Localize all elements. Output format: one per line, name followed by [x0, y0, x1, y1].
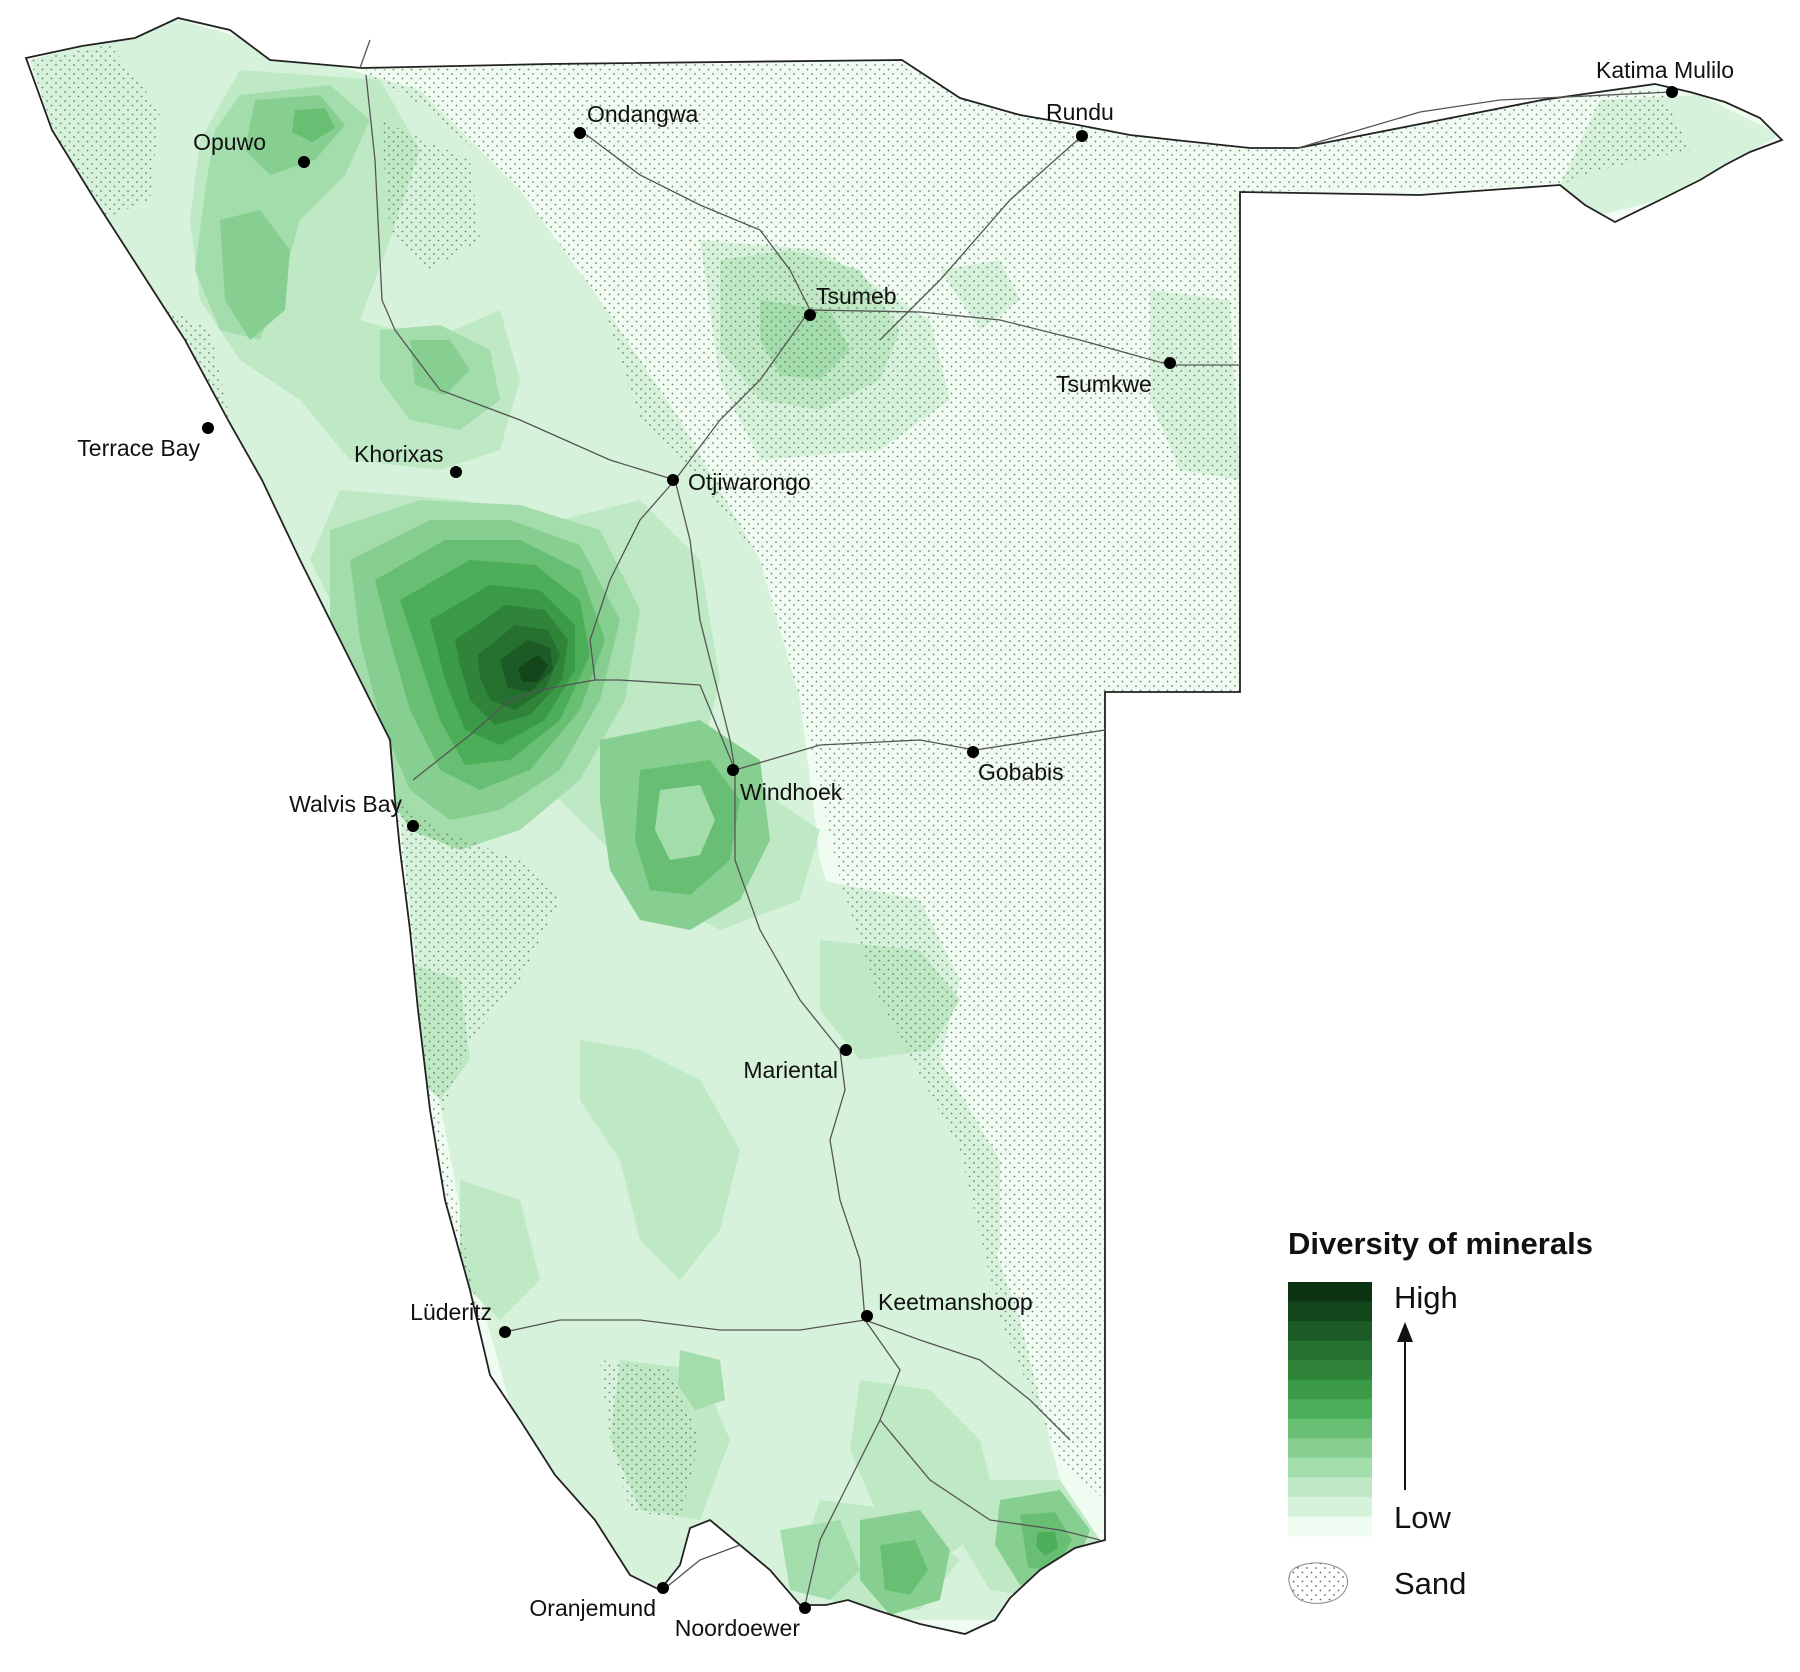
town-marker-gobabis: [967, 746, 979, 758]
legend-color-scale: [1288, 1282, 1372, 1537]
town-label-windhoek: Windhoek: [740, 779, 843, 805]
town-marker-otjiwarongo: [667, 474, 679, 486]
towns: Opuwo Ondangwa Rundu Katima Mulilo Tsumeb Tsu…: [77, 57, 1734, 1641]
town-label-rundu: Rundu: [1046, 99, 1114, 125]
legend-color-step: [1288, 1418, 1372, 1439]
legend-color-step: [1288, 1516, 1372, 1537]
town-label-otjiwarongo: Otjiwarongo: [688, 469, 811, 495]
town-label-mariental: Mariental: [743, 1057, 838, 1083]
town-label-keetmanshoop: Keetmanshoop: [878, 1289, 1033, 1315]
town-label-oranjemund: Oranjemund: [529, 1595, 656, 1621]
legend-sand-swatch: [1288, 1562, 1349, 1604]
town-marker-oranjemund: [657, 1582, 669, 1594]
road-network: [359, 39, 1673, 1606]
town-marker-tsumkwe: [1164, 357, 1176, 369]
town-label-khorixas: Khorixas: [354, 441, 443, 467]
legend-color-step: [1288, 1340, 1372, 1361]
town-marker-l-deritz: [499, 1326, 511, 1338]
town-marker-mariental: [840, 1044, 852, 1056]
town-label-noordoewer: Noordoewer: [675, 1615, 801, 1641]
legend-color-step: [1288, 1321, 1372, 1342]
legend-low-label: Low: [1394, 1500, 1451, 1535]
legend-arrow: [1397, 1322, 1413, 1490]
town-marker-rundu: [1076, 130, 1088, 142]
town-marker-opuwo: [298, 156, 310, 168]
legend-color-step: [1288, 1438, 1372, 1459]
town-marker-noordoewer: [799, 1602, 811, 1614]
town-marker-walvis-bay: [407, 820, 419, 832]
legend-color-step: [1288, 1477, 1372, 1498]
legend-title: Diversity of minerals: [1288, 1226, 1593, 1261]
town-label-katima-mulilo: Katima Mulilo: [1596, 57, 1734, 83]
town-marker-ondangwa: [574, 127, 586, 139]
legend-high-label: High: [1394, 1280, 1458, 1315]
town-marker-keetmanshoop: [861, 1310, 873, 1322]
town-label-gobabis: Gobabis: [978, 759, 1064, 785]
town-label-tsumeb: Tsumeb: [816, 283, 897, 309]
country-border: [24, 17, 1784, 1635]
town-label-opuwo: Opuwo: [193, 129, 266, 155]
town-marker-terrace-bay: [202, 422, 214, 434]
town-label-walvis-bay: Walvis Bay: [289, 791, 402, 817]
town-marker-khorixas: [450, 466, 462, 478]
legend: Diversity of minerals High Low Sand: [1288, 1226, 1593, 1604]
town-label-ondangwa: Ondangwa: [587, 101, 698, 127]
town-label-l-deritz: Lüderitz: [410, 1299, 492, 1325]
town-label-tsumkwe: Tsumkwe: [1056, 371, 1152, 397]
town-marker-windhoek: [727, 764, 739, 776]
legend-color-step: [1288, 1457, 1372, 1478]
legend-color-step: [1288, 1282, 1372, 1303]
town-marker-tsumeb: [804, 309, 816, 321]
town-label-terrace-bay: Terrace Bay: [77, 435, 200, 461]
legend-sand-label: Sand: [1394, 1566, 1466, 1601]
town-marker-katima-mulilo: [1666, 86, 1678, 98]
legend-color-step: [1288, 1301, 1372, 1322]
legend-color-step: [1288, 1399, 1372, 1420]
legend-color-step: [1288, 1379, 1372, 1400]
legend-color-step: [1288, 1496, 1372, 1518]
legend-color-step: [1288, 1360, 1372, 1381]
